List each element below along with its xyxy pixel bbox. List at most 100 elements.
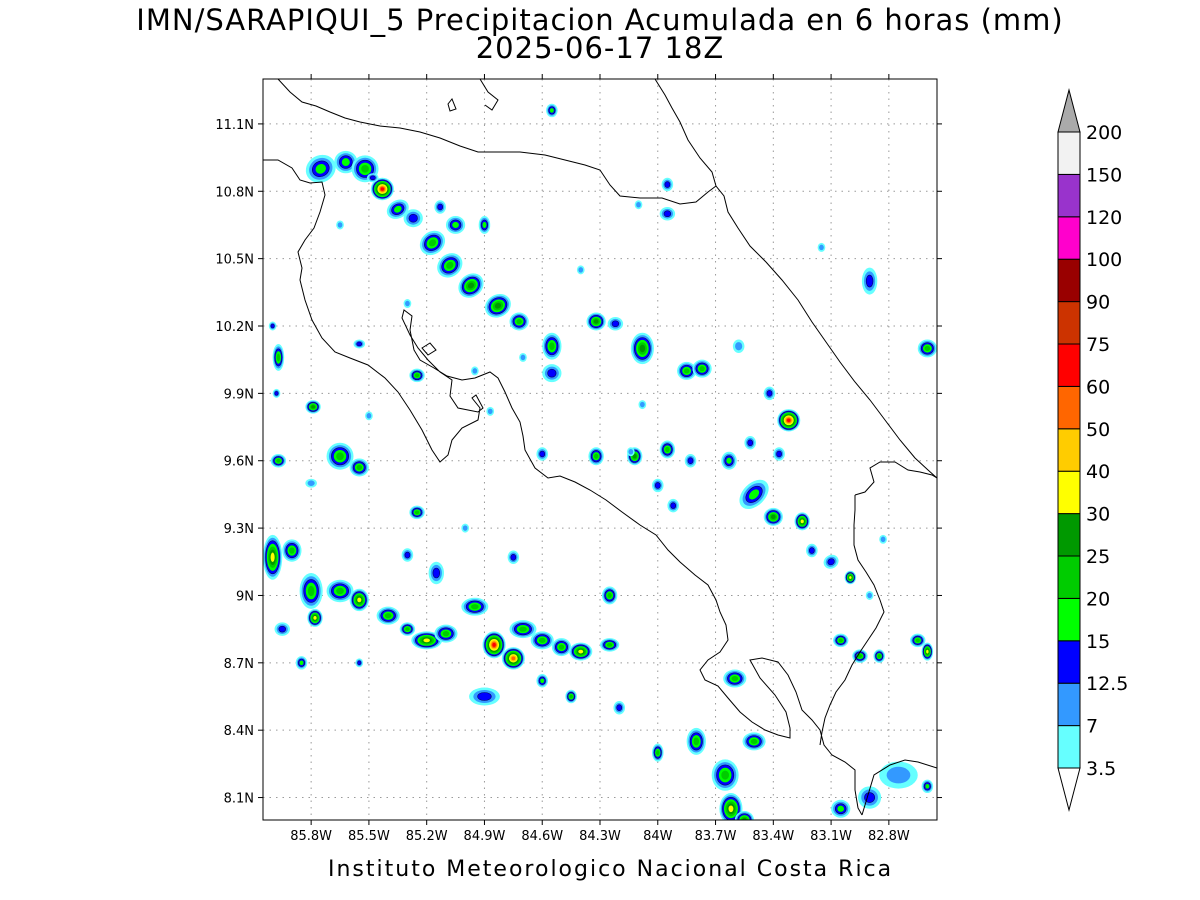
precip-level-2 <box>408 213 418 223</box>
precip-level-2 <box>437 203 444 211</box>
precip-cell <box>409 368 425 383</box>
precip-cell <box>326 579 354 603</box>
colorbar-swatch <box>1057 216 1081 260</box>
precip-cell <box>638 400 647 410</box>
precip-level-9 <box>786 418 791 423</box>
precip-cell <box>403 209 423 228</box>
precip-cell <box>600 638 620 652</box>
precip-cell <box>411 631 443 650</box>
precip-cell <box>873 649 886 663</box>
precip-level-2 <box>404 551 411 559</box>
precip-level-3 <box>452 221 459 229</box>
x-tick-label: 84.6W <box>521 829 563 844</box>
precip-cell <box>763 386 776 401</box>
colorbar-label: 150 <box>1086 164 1122 186</box>
y-tick-label: 11.1N <box>215 118 254 133</box>
precip-level-5 <box>770 514 776 520</box>
precip-cell <box>777 409 801 432</box>
colorbar-label: 3.5 <box>1086 758 1116 780</box>
panama-border <box>819 495 885 746</box>
precip-level-2 <box>357 660 362 666</box>
colorbar-swatch <box>1057 258 1081 303</box>
precip-cell <box>861 267 878 295</box>
precip-cell <box>601 586 618 605</box>
precip-level-6 <box>728 805 734 813</box>
precip-level-2 <box>827 558 835 566</box>
precip-level-4 <box>699 366 705 372</box>
precip-level-1 <box>819 244 824 251</box>
precip-level-1 <box>462 525 468 531</box>
precip-cell <box>295 656 308 670</box>
precip-level-6 <box>578 649 584 654</box>
x-tick-label: 85.5W <box>348 829 390 844</box>
precip-cell <box>684 453 697 468</box>
y-tick-label: 10.8N <box>215 185 254 200</box>
precip-level-1 <box>520 354 526 361</box>
precip-level-2 <box>510 553 517 561</box>
precip-cell <box>721 451 737 470</box>
precip-cell <box>386 199 409 219</box>
colorbar-swatch <box>1057 725 1081 769</box>
precip-cell <box>419 230 446 256</box>
precip-cell <box>763 507 783 526</box>
colorbar-swatch <box>1057 470 1081 515</box>
precip-level-4 <box>289 547 295 554</box>
precip-level-2 <box>865 274 874 288</box>
precip-cell <box>569 642 593 661</box>
precip-level-4 <box>446 261 454 269</box>
precip-level-4 <box>915 638 920 643</box>
pacific-coastline <box>263 159 863 816</box>
precip-cell <box>852 649 868 663</box>
precip-cell <box>349 458 369 477</box>
precip-cell <box>744 436 756 450</box>
precip-level-4 <box>442 631 450 637</box>
precip-level-4 <box>276 458 281 463</box>
precip-cell <box>817 242 826 252</box>
precip-level-4 <box>693 737 700 746</box>
y-tick-label: 8.1N <box>224 792 254 807</box>
precip-cell <box>305 400 321 414</box>
colorbar-label: 90 <box>1086 292 1110 314</box>
precip-cell <box>742 732 766 751</box>
precip-cell <box>734 811 755 820</box>
colorbar-swatch <box>1057 597 1081 642</box>
precip-level-1 <box>405 300 410 307</box>
precip-level-4 <box>656 750 660 756</box>
colorbar-swatch <box>1057 301 1081 345</box>
y-tick-label: 9.6N <box>224 455 254 470</box>
precip-level-1 <box>487 408 493 415</box>
precip-level-1 <box>867 592 872 599</box>
precip-cell <box>659 206 676 221</box>
colorbar-label: 200 <box>1086 122 1122 144</box>
precip-level-1 <box>636 201 641 208</box>
precip-cell <box>865 590 874 600</box>
precip-cell <box>326 442 354 470</box>
x-tick-label: 83.1W <box>810 829 852 844</box>
lake-island <box>447 98 457 112</box>
north-coast-south-nicaragua <box>479 79 499 111</box>
colorbar-label: 120 <box>1086 207 1122 229</box>
precip-cell <box>586 312 606 331</box>
precip-cell <box>501 647 525 670</box>
precip-level-2 <box>766 390 773 397</box>
precip-level-2 <box>663 210 672 218</box>
precip-cell <box>732 339 745 353</box>
precip-level-4 <box>519 626 527 632</box>
colorbar-label: 7 <box>1086 716 1098 738</box>
x-tick-label: 84W <box>643 829 673 844</box>
precip-cell <box>844 570 857 585</box>
colorbar-label: 12.5 <box>1086 673 1128 695</box>
precip-level-1 <box>735 342 743 351</box>
precip-cell <box>376 606 400 625</box>
map-timestamp: 2025-06-17 18Z <box>475 31 725 65</box>
precip-level-4 <box>336 587 344 595</box>
precip-cell <box>667 498 679 513</box>
precip-cell <box>773 447 785 461</box>
precip-cell <box>588 447 604 466</box>
precip-cell <box>651 478 664 493</box>
coastline-and-borders <box>263 79 937 816</box>
precip-cell <box>349 588 369 612</box>
precip-level-6 <box>313 616 317 620</box>
precip-cell <box>478 215 491 234</box>
precip-level-5 <box>311 405 315 409</box>
